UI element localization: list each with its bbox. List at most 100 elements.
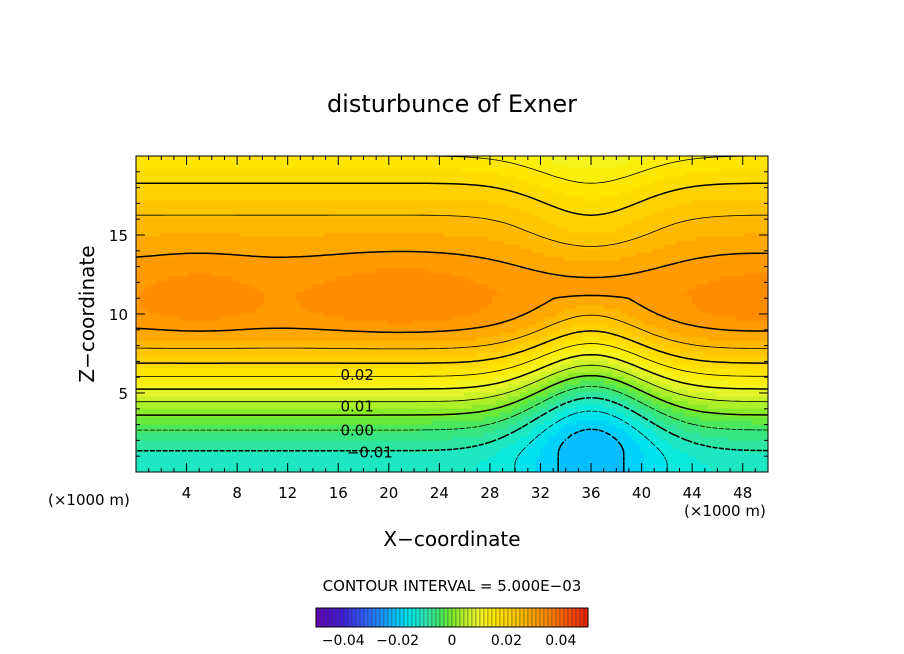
field-cell xyxy=(308,252,313,257)
field-cell xyxy=(140,212,145,217)
field-cell xyxy=(216,388,221,393)
field-cell xyxy=(260,212,265,217)
field-cell xyxy=(176,352,181,357)
field-cell xyxy=(256,372,261,377)
field-cell xyxy=(380,260,385,265)
field-cell xyxy=(168,324,173,329)
field-cell xyxy=(384,408,389,413)
field-cell xyxy=(288,288,293,293)
field-cell xyxy=(352,400,357,405)
field-cell xyxy=(144,376,149,381)
field-cell xyxy=(376,192,381,197)
field-cell xyxy=(232,296,237,301)
field-cell xyxy=(280,324,285,329)
field-cell xyxy=(240,180,245,185)
field-cell xyxy=(176,332,181,337)
field-cell xyxy=(172,204,177,209)
field-cell xyxy=(292,176,297,181)
field-cell xyxy=(332,424,337,429)
field-cell xyxy=(276,248,281,253)
field-cell xyxy=(336,324,341,329)
field-cell xyxy=(320,340,325,345)
field-cell xyxy=(368,464,373,469)
field-cell xyxy=(344,208,349,213)
field-cell xyxy=(324,212,329,217)
field-cell xyxy=(324,304,329,309)
field-cell xyxy=(280,328,285,333)
field-cell xyxy=(312,440,317,445)
field-cell xyxy=(280,420,285,425)
field-cell xyxy=(244,392,249,397)
field-cell xyxy=(368,360,373,365)
field-cell xyxy=(316,364,321,369)
field-cell xyxy=(320,468,325,472)
field-cell xyxy=(248,324,253,329)
field-cell xyxy=(240,268,245,273)
field-cell xyxy=(344,384,349,389)
field-cell xyxy=(384,464,389,469)
field-cell xyxy=(264,236,269,241)
field-cell xyxy=(340,272,345,277)
field-cell xyxy=(324,288,329,293)
field-cell xyxy=(196,172,201,177)
field-cell xyxy=(216,200,221,205)
field-cell xyxy=(148,420,153,425)
field-cell xyxy=(248,252,253,257)
field-cell xyxy=(336,240,341,245)
field-cell xyxy=(192,160,197,165)
field-cell xyxy=(380,328,385,333)
field-cell xyxy=(364,280,369,285)
field-cell xyxy=(272,424,277,429)
field-cell xyxy=(240,388,245,393)
field-cell xyxy=(236,212,241,217)
field-cell xyxy=(364,416,369,421)
field-cell xyxy=(388,468,393,472)
field-cell xyxy=(184,416,189,421)
field-cell xyxy=(172,268,177,273)
field-cell xyxy=(144,288,149,293)
field-cell xyxy=(216,264,221,269)
field-cell xyxy=(376,244,381,249)
field-cell xyxy=(312,416,317,421)
field-cell xyxy=(232,416,237,421)
field-cell xyxy=(256,340,261,345)
field-cell xyxy=(272,400,277,405)
field-cell xyxy=(360,208,365,213)
field-cell xyxy=(316,404,321,409)
field-cell xyxy=(228,276,233,281)
field-cell xyxy=(324,412,329,417)
field-cell xyxy=(184,424,189,429)
field-cell xyxy=(276,420,281,425)
field-cell xyxy=(296,376,301,381)
field-cell xyxy=(352,308,357,313)
field-cell xyxy=(144,304,149,309)
field-cell xyxy=(260,400,265,405)
field-cell xyxy=(344,264,349,269)
field-cell xyxy=(296,212,301,217)
field-cell xyxy=(200,168,205,173)
field-cell xyxy=(284,320,289,325)
field-cell xyxy=(340,380,345,385)
field-cell xyxy=(268,464,273,469)
field-cell xyxy=(272,292,277,297)
field-cell xyxy=(348,276,353,281)
field-cell xyxy=(240,416,245,421)
field-cell xyxy=(260,396,265,401)
field-cell xyxy=(284,312,289,317)
field-cell xyxy=(136,432,141,437)
field-cell xyxy=(228,196,233,201)
field-cell xyxy=(140,176,145,181)
field-cell xyxy=(272,200,277,205)
field-cell xyxy=(312,308,317,313)
field-cell xyxy=(144,180,149,185)
field-cell xyxy=(156,200,161,205)
field-cell xyxy=(248,388,253,393)
field-cell xyxy=(228,324,233,329)
field-cell xyxy=(252,224,257,229)
field-cell xyxy=(304,308,309,313)
field-cell xyxy=(320,280,325,285)
field-cell xyxy=(144,312,149,317)
field-cell xyxy=(324,408,329,413)
field-cell xyxy=(384,240,389,245)
field-cell xyxy=(260,344,265,349)
